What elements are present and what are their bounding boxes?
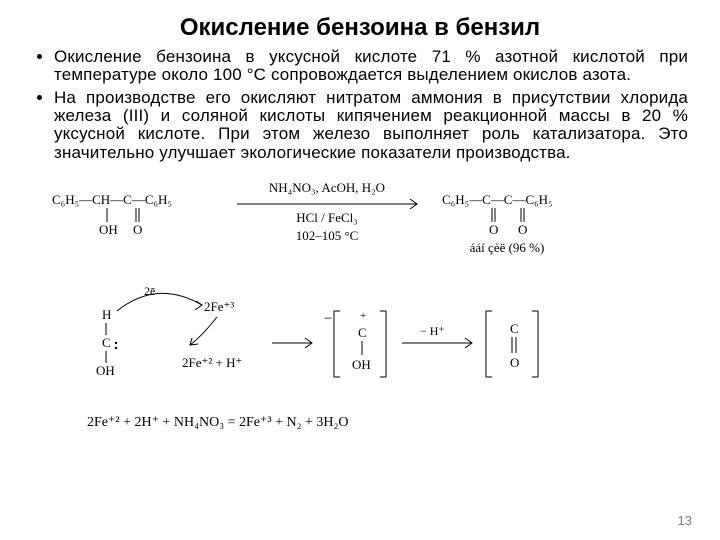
minus-charge: − (324, 311, 332, 327)
product-o1: O (489, 222, 498, 237)
bullet-item: Окисление бензоина в уксусной кислоте 71… (54, 48, 688, 85)
slide: Окисление бензоина в бензил Окисление бе… (0, 0, 720, 540)
arrow-temperature: 102–105 °C (296, 228, 359, 243)
step3-c: C (510, 321, 519, 336)
chemistry-figures: C₆H₅—CH—C—C₆H₅ OH O NH₄NO₃, AcOH, H₂O HC… (32, 176, 688, 456)
fe2-label: 2Fe⁺² + H⁺ (182, 355, 242, 370)
fe3-label: 2Fe⁺³ (204, 299, 234, 314)
step1-oh: OH (96, 363, 115, 378)
bullet-item: На производстве его окисляют нитратом ам… (54, 89, 688, 162)
plus-charge: + (360, 310, 366, 322)
step1-c: C (102, 335, 111, 350)
reaction-scheme: C₆H₅—CH—C—C₆H₅ OH O NH₄NO₃, AcOH, H₂O HC… (32, 176, 692, 268)
mechanism-scheme: 2ē H C OH 2Fe⁺³ 2Fe⁺² + H⁺ − + (72, 281, 632, 401)
balance-equation: 2Fe⁺² + 2H⁺ + NH₄NO₃ = 2Fe⁺³ + N₂ + 3H₂O (87, 414, 688, 431)
step1-h: H (102, 307, 111, 322)
step2-c: C (358, 325, 367, 340)
reactant-o: O (133, 222, 142, 237)
product-caption: ááí çèë (96 %) (470, 240, 545, 255)
arrow-reagents-mid: HCl / FeCl₃ (296, 210, 358, 225)
reactant-oh: OH (99, 222, 118, 237)
product-formula: C₆H₅—C—C—C₆H₅ (442, 192, 553, 207)
arrow-reagents-top: NH₄NO₃, AcOH, H₂O (269, 180, 385, 195)
product-o2: O (518, 222, 527, 237)
step3-o: O (510, 355, 519, 370)
slide-title: Окисление бензоина в бензил (32, 14, 688, 42)
minus-h-label: − H⁺ (420, 324, 445, 338)
page-number: 13 (678, 513, 692, 528)
reactant-formula: C₆H₅—CH—C—C₆H₅ (52, 192, 172, 207)
step2-oh: OH (352, 357, 371, 372)
bullet-list: Окисление бензоина в уксусной кислоте 71… (32, 48, 688, 162)
